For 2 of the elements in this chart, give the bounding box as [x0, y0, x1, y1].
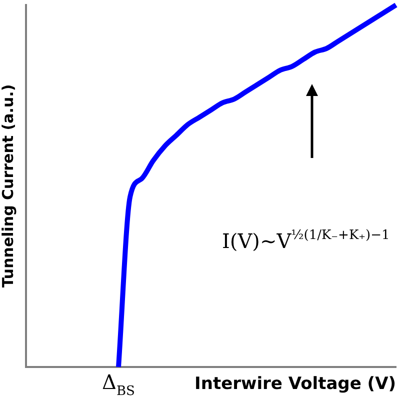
- y-axis-title: Tunneling Current (a.u.): [0, 84, 17, 288]
- x-axis-title: Interwire Voltage (V): [194, 374, 396, 394]
